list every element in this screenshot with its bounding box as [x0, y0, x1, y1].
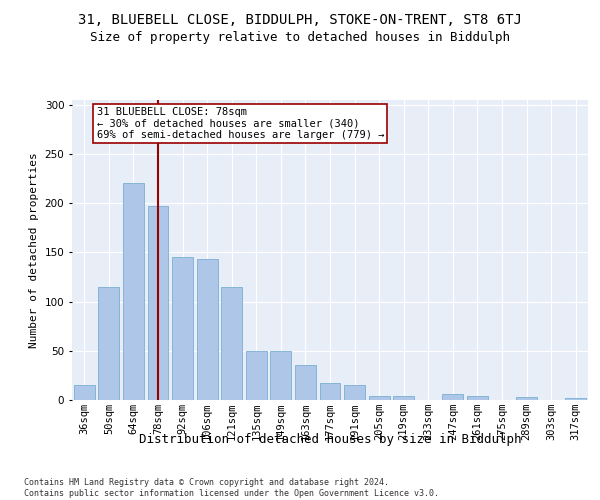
Bar: [368, 396, 389, 400]
Bar: [565, 398, 586, 400]
Bar: [320, 384, 340, 400]
Bar: [295, 364, 316, 400]
Bar: [123, 182, 144, 400]
Y-axis label: Number of detached properties: Number of detached properties: [29, 152, 39, 348]
Text: 31, BLUEBELL CLOSE, BIDDULPH, STOKE-ON-TRENT, ST8 6TJ: 31, BLUEBELL CLOSE, BIDDULPH, STOKE-ON-T…: [78, 12, 522, 26]
Bar: [344, 385, 365, 400]
Text: Size of property relative to detached houses in Biddulph: Size of property relative to detached ho…: [90, 31, 510, 44]
Bar: [516, 397, 537, 400]
Bar: [221, 287, 242, 400]
Text: Contains HM Land Registry data © Crown copyright and database right 2024.
Contai: Contains HM Land Registry data © Crown c…: [24, 478, 439, 498]
Bar: [246, 351, 267, 400]
Bar: [74, 385, 95, 400]
Bar: [271, 351, 292, 400]
Bar: [172, 258, 193, 400]
Bar: [98, 287, 119, 400]
Bar: [467, 396, 488, 400]
Bar: [197, 260, 218, 400]
Text: Distribution of detached houses by size in Biddulph: Distribution of detached houses by size …: [139, 432, 521, 446]
Bar: [442, 394, 463, 400]
Text: 31 BLUEBELL CLOSE: 78sqm
← 30% of detached houses are smaller (340)
69% of semi-: 31 BLUEBELL CLOSE: 78sqm ← 30% of detach…: [97, 107, 384, 140]
Bar: [148, 206, 169, 400]
Bar: [393, 396, 414, 400]
